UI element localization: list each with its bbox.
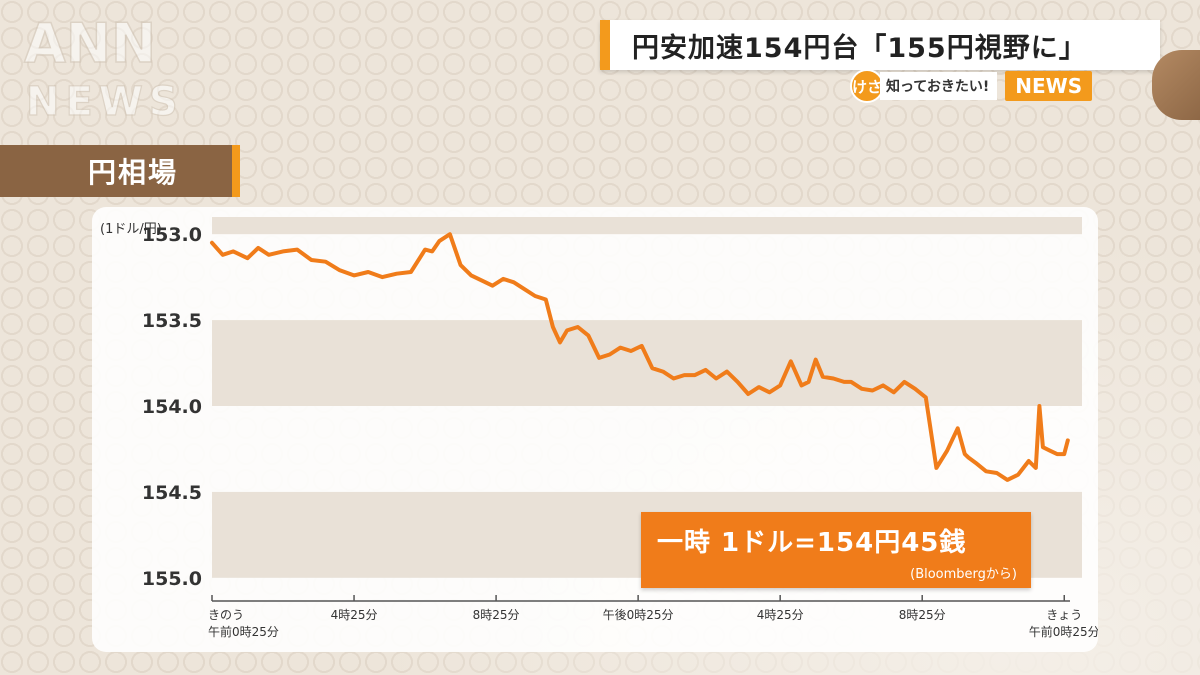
headline-text: 円安加速154円台「155円視野に」	[632, 32, 1087, 64]
decorative-wood	[1152, 50, 1200, 120]
y-axis-unit-label: (1ドル/円)	[100, 222, 162, 237]
watermark-logo: ANN NEWS	[23, 11, 184, 125]
program-badge-row: けさ 知っておきたい! NEWS	[850, 69, 1093, 103]
x-tick-label: 8時25分	[473, 608, 520, 622]
series-line-usd-jpy	[210, 232, 1070, 482]
section-label-text: 円相場	[88, 156, 179, 189]
y-tick-label: 154.0	[142, 396, 202, 418]
x-tick-label: 午前0時25分	[1029, 624, 1098, 639]
y-tick-label: 154.5	[142, 482, 202, 504]
chart-band-1	[212, 320, 1082, 406]
x-tick-label: 午後0時25分	[603, 608, 674, 622]
y-tick-label: 153.0	[142, 224, 202, 246]
y-tick-label: 155.0	[142, 568, 202, 590]
headline-banner: 円安加速154円台「155円視野に」	[600, 20, 1160, 70]
x-tick-label: 午前0時25分	[208, 624, 279, 639]
watermark-text-news: NEWS	[26, 79, 184, 125]
x-tick-label: きょう	[1046, 608, 1082, 622]
section-label: 円相場	[0, 145, 240, 197]
chart-band-0	[212, 217, 1082, 235]
x-tick-label: 8時25分	[899, 608, 946, 622]
annotation-box: 一時 1ドル=154円45銭 (Bloombergから)	[641, 512, 1031, 588]
watermark-text: ANN	[24, 12, 156, 75]
x-tick-label: 4時25分	[331, 608, 378, 622]
kesa-badge: けさ	[850, 69, 884, 103]
program-subtitle: 知っておきたい!	[880, 72, 998, 100]
x-tick-label: きのう	[208, 608, 244, 622]
news-badge: NEWS	[1005, 71, 1093, 101]
annotation-main: 一時 1ドル=154円45銭	[657, 528, 967, 558]
annotation-source: (Bloombergから)	[910, 567, 1017, 582]
y-tick-label: 153.5	[142, 310, 202, 332]
x-tick-label: 4時25分	[757, 608, 804, 622]
